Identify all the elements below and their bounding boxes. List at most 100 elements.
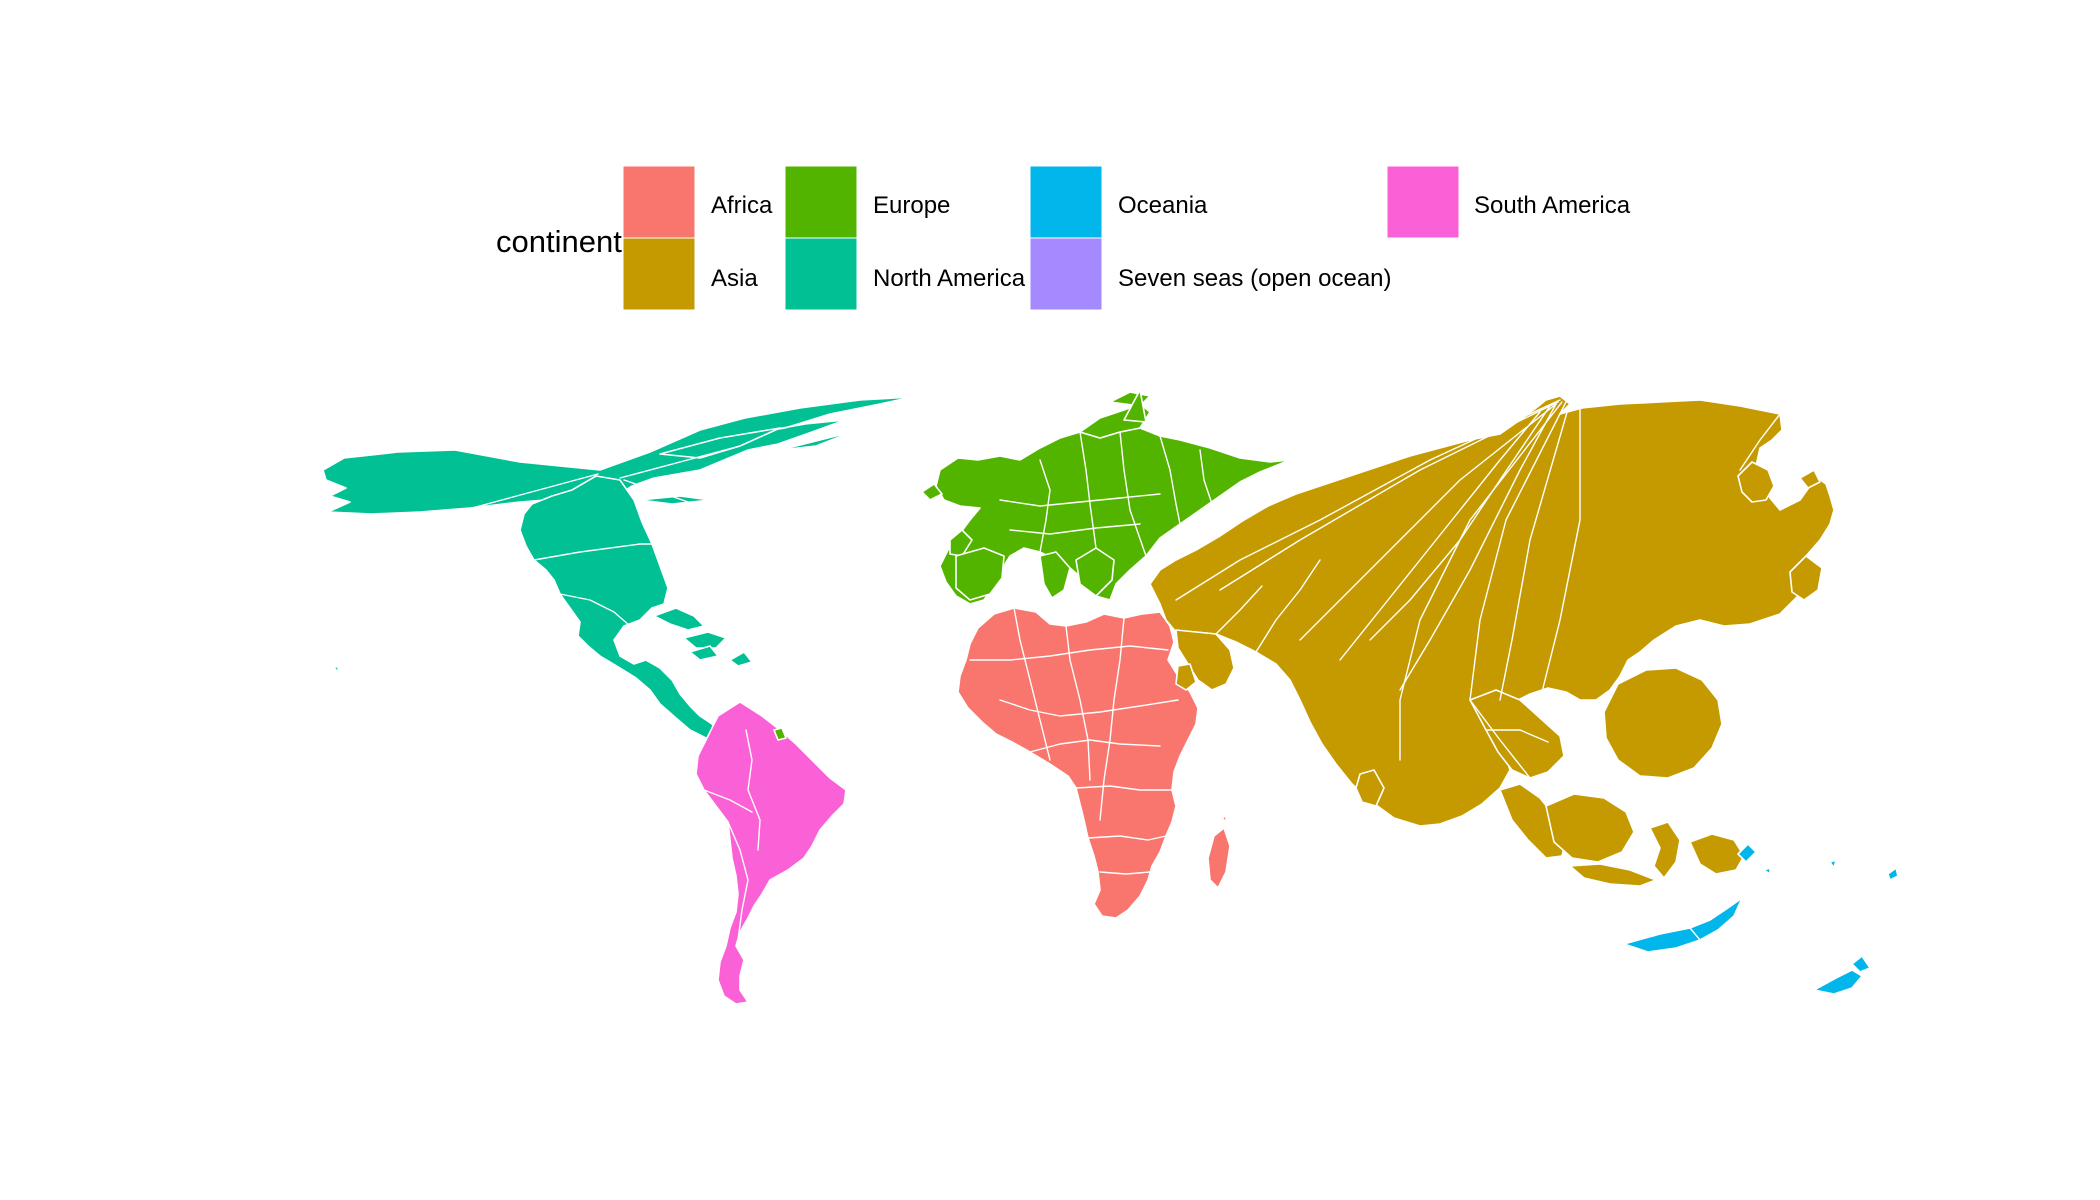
land-fiji: [1887, 867, 1899, 881]
border-as-10: [1539, 405, 1581, 701]
legend-key-oceania: [1029, 165, 1103, 239]
land-sulawesi: [1649, 821, 1681, 879]
land-new-guinea: [1689, 833, 1745, 875]
land-hokkaido: [1799, 469, 1821, 489]
legend-title: continent: [496, 224, 622, 259]
land-madagascar: [1207, 827, 1231, 889]
land-nz-north: [1851, 955, 1871, 973]
legend-label-north-america: North America: [873, 265, 1026, 292]
land-europe-north-spike: [1123, 389, 1147, 423]
land-italy: [1039, 551, 1071, 599]
land-svalbard-shard: [1109, 391, 1151, 407]
land-north-america-north: [322, 396, 913, 515]
land-borneo: [1545, 793, 1635, 863]
border-as-9: [1499, 401, 1571, 701]
border-andes: [727, 821, 749, 941]
legend: continent Africa Asia Europe North Ameri…: [496, 165, 1631, 311]
land-iceland: [921, 483, 943, 501]
border-north-fan-2: [619, 445, 741, 479]
border-af-6: [1087, 835, 1167, 841]
border-af-7: [1099, 871, 1151, 875]
land-australia-region: [1623, 897, 1743, 953]
legend-key-africa: [622, 165, 696, 239]
land-greenland-sliver: [333, 665, 339, 673]
border-as-5: [1219, 401, 1559, 591]
border-as-1: [1339, 411, 1541, 661]
land-java: [1569, 863, 1657, 887]
land-new-zealand: [1813, 969, 1863, 995]
region-south-america: [695, 701, 847, 1005]
border-argentina: [747, 879, 777, 919]
border-af-1: [969, 645, 1169, 661]
border-as-4: [1175, 399, 1561, 601]
border-north-fan-1: [449, 473, 599, 515]
legend-label-oceania: Oceania: [1118, 192, 1208, 219]
land-japan-south: [1789, 555, 1823, 601]
border-eu-6: [1159, 435, 1181, 525]
border-af-3: [1065, 625, 1091, 781]
land-pacific-speck-1: [1763, 867, 1771, 875]
border-af-9: [1029, 739, 1161, 753]
land-mauritius: [1221, 815, 1227, 823]
land-hispaniola: [683, 631, 727, 649]
land-arctic-shard-3: [779, 431, 853, 451]
legend-key-europe: [784, 165, 858, 239]
border-us-canada: [533, 543, 653, 561]
border-as-8: [1469, 401, 1567, 701]
land-arabia: [1175, 629, 1235, 691]
border-as-3: [1399, 403, 1557, 691]
legend-key-north-america: [784, 237, 858, 311]
legend-key-south-america: [1386, 165, 1460, 239]
border-north-fan-3: [623, 479, 695, 505]
land-north-america-main: [519, 475, 721, 739]
legend-label-south-america: South America: [1474, 192, 1631, 219]
land-yemen-tip: [1175, 663, 1197, 691]
legend-label-europe: Europe: [873, 192, 950, 219]
legend-label-asia: Asia: [711, 265, 758, 292]
border-eu-2: [1079, 431, 1097, 549]
border-brazil-west: [745, 729, 761, 851]
border-as-7: [1399, 401, 1563, 761]
land-japan: [1737, 461, 1775, 503]
border-eu-7: [1199, 449, 1213, 505]
land-sri-lanka: [1355, 769, 1385, 807]
border-as-13: [1255, 559, 1321, 653]
land-png-shard: [1737, 843, 1757, 863]
border-af-5: [1075, 785, 1173, 791]
land-pacific-speck-2: [1829, 859, 1837, 869]
border-af-2: [1013, 607, 1051, 761]
border-eu-4: [999, 493, 1161, 507]
border-eu-3: [1119, 431, 1147, 557]
region-oceania: [1623, 843, 1899, 995]
land-indochina: [1469, 689, 1565, 779]
border-central-america: [659, 659, 701, 691]
region-europe: [921, 389, 1291, 605]
border-oc-1: [1689, 927, 1717, 951]
region-africa: [957, 607, 1231, 919]
land-iberia: [955, 547, 1005, 601]
land-arctic-shard-2: [639, 495, 711, 505]
border-as-6: [1299, 403, 1557, 641]
border-eu-5: [1009, 523, 1141, 535]
region-north-america: [322, 396, 913, 739]
land-philippines-ring: [1603, 667, 1723, 779]
legend-label-seven-seas: Seven seas (open ocean): [1118, 265, 1392, 292]
land-africa-main: [957, 607, 1199, 919]
land-cuba: [653, 607, 705, 631]
land-uk: [949, 529, 973, 557]
border-as-11: [1469, 699, 1531, 779]
border-peru-bolivia: [703, 789, 753, 813]
land-french-guiana: [773, 727, 787, 741]
country-borders: [449, 399, 1781, 951]
region-asia: [1149, 395, 1835, 887]
legend-key-seven-seas: [1029, 237, 1103, 311]
land-jamaica: [689, 645, 719, 661]
legend-key-asia: [622, 237, 696, 311]
border-as-15: [1739, 413, 1781, 471]
land-south-america: [695, 701, 847, 1005]
border-af-8: [999, 699, 1179, 717]
border-us-mexico: [559, 593, 631, 627]
border-as-12: [1485, 729, 1549, 743]
land-arctic-shard-1: [659, 427, 781, 459]
